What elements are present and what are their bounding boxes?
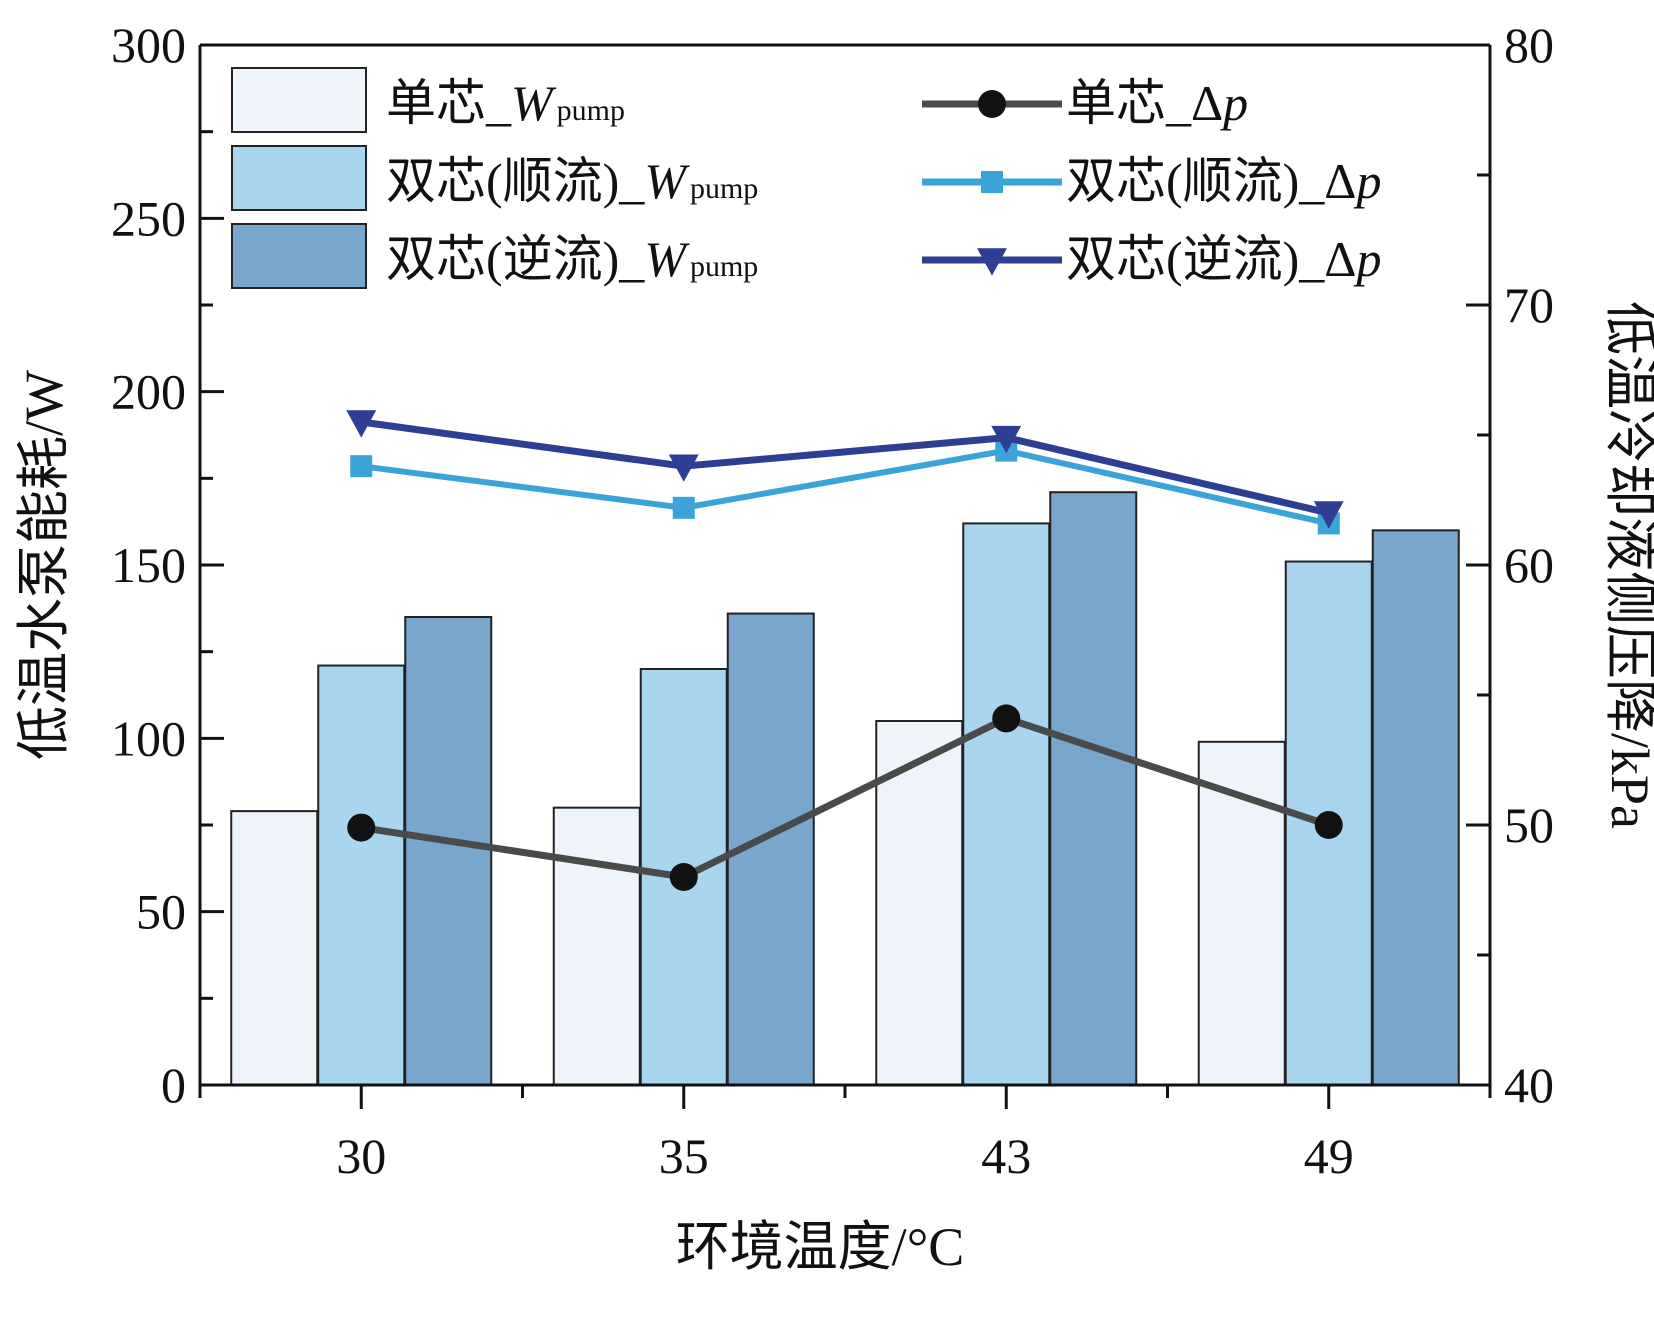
ticks-layer: 0 50 100 150 200 250 300 40 50 60 70 80 30 35 43 49 — [111, 17, 1554, 1184]
bar-1-35 — [552, 806, 641, 1087]
bar-1-43 — [875, 720, 964, 1086]
point-3-43 — [991, 425, 1022, 454]
legend-marker-line-3 — [977, 248, 1007, 276]
bar-3-43 — [1049, 491, 1138, 1086]
y-right-tick-label-80: 80 — [1504, 17, 1554, 73]
x-tick-label-43: 43 — [981, 1128, 1031, 1184]
y-left-tick-label-300: 300 — [111, 17, 186, 73]
legend-label-line-2: 双芯(顺流)_Δp — [1066, 153, 1381, 209]
point-1-30 — [347, 813, 376, 842]
legend-marker-line-1 — [978, 90, 1006, 118]
line-series-2 — [360, 447, 1330, 527]
legend-swatch-bar-2 — [231, 145, 367, 211]
y-left-tick-label-50: 50 — [136, 884, 186, 940]
x-tick-label-35: 35 — [659, 1128, 709, 1184]
point-1-35 — [669, 863, 698, 891]
y-right-tick-label-50: 50 — [1504, 797, 1554, 853]
bar-3-30 — [404, 616, 493, 1086]
bar-3-49 — [1371, 529, 1460, 1086]
y-axis-left-title: 低温水泵能耗/W — [14, 370, 74, 760]
y-left-tick-label-0: 0 — [161, 1057, 186, 1113]
line-series-3 — [360, 418, 1330, 517]
point-1-43 — [992, 704, 1021, 733]
y-right-tick-label-60: 60 — [1504, 537, 1554, 593]
legend-label-bar-1: 单芯_W pump — [386, 75, 625, 131]
legend-swatch-bar-3 — [231, 223, 367, 289]
y-right-tick-label-40: 40 — [1504, 1057, 1554, 1113]
y-left-tick-label-200: 200 — [111, 364, 186, 420]
line-series-1 — [360, 714, 1330, 881]
point-3-30 — [346, 410, 377, 438]
x-tick-label-49: 49 — [1304, 1128, 1354, 1184]
point-1-49 — [1314, 811, 1343, 839]
bar-2-30 — [317, 664, 406, 1086]
legend-swatch-bar-1 — [231, 67, 367, 133]
bar-2-43 — [962, 522, 1051, 1086]
bar-1-30 — [230, 810, 319, 1087]
legend-marker-line-2 — [981, 171, 1003, 193]
point-3-35 — [668, 454, 699, 482]
legend: 单芯_W pump 双芯(顺流)_W pump 双芯(逆流)_W pump 单芯_Δp 双芯(… — [231, 67, 1381, 289]
y-axis-right-title: 低温冷却液侧压降/kPa — [1600, 301, 1654, 829]
legend-label-line-1: 单芯_Δp — [1066, 75, 1248, 131]
legend-label-bar-3: 双芯(逆流)_W pump — [386, 231, 758, 287]
x-axis-title: 环境温度/°C — [676, 1217, 965, 1277]
y-right-tick-label-70: 70 — [1504, 277, 1554, 333]
point-3-49 — [1313, 501, 1344, 529]
bar-3-35 — [726, 612, 815, 1086]
y-left-tick-label-150: 150 — [111, 537, 186, 593]
bars-layer — [230, 491, 1460, 1087]
y-left-tick-label-250: 250 — [111, 190, 186, 246]
legend-label-bar-2: 双芯(顺流)_W pump — [386, 153, 758, 209]
x-tick-label-30: 30 — [336, 1128, 386, 1184]
lines-layer — [346, 410, 1344, 891]
y-left-tick-label-100: 100 — [111, 710, 186, 766]
legend-label-line-3: 双芯(逆流)_Δp — [1066, 231, 1381, 287]
point-2-30 — [350, 455, 373, 478]
point-2-35 — [672, 496, 695, 519]
